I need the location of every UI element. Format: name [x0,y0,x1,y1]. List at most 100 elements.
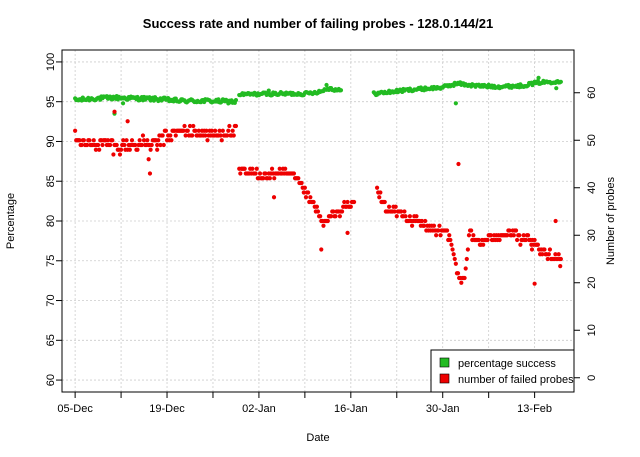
failed-probes-point [96,142,101,148]
failed-probes-point [374,185,380,190]
failed-probes-point [521,233,526,238]
failed-probes-point [133,142,138,148]
failed-probes-point [469,228,474,233]
failed-probes-point [219,138,224,143]
success-rate-point [558,79,563,84]
failed-probes-point [497,237,502,243]
failed-probes-point [348,204,353,209]
failed-probes-point [471,233,476,238]
failed-probes-point [325,218,330,224]
legend-label-percentage-success: percentage success [458,358,556,370]
failed-probes-point [135,147,140,152]
failed-probes-point [392,209,397,214]
failed-probes-point [254,166,259,171]
failed-probes-point [453,261,458,266]
failed-probes-point [114,142,119,148]
failed-probes-point [277,166,282,171]
failed-probes-point [149,142,154,148]
failed-probes-point [434,233,439,238]
failed-probes-point [155,142,160,148]
failed-probes-point [337,214,342,219]
failed-probes-point [553,218,558,224]
failed-probes-point [173,133,178,138]
legend: percentage success number of failed prob… [430,349,575,393]
failed-probes-point [546,252,551,257]
success-rate-point [324,82,329,88]
failed-probes-point [161,142,166,148]
x-tick-label: 02-Jan [242,403,276,415]
y-left-tick-label: 100 [45,53,57,71]
failed-probes-point [459,280,464,285]
failed-probes-point [558,264,563,269]
failed-probes-point [333,214,338,219]
failed-probes-point [465,247,470,252]
failed-probes-point [137,138,142,143]
y-axis-left-label: Percentage [5,193,17,249]
y-right-tick-label: 10 [586,324,598,336]
failed-probes-point [185,128,190,133]
failed-probes-point [456,161,461,167]
failed-probes-point [121,138,126,143]
axes-layer: 05-Dec 19-Dec 02-Jan 16-Jan 30-Jan 13-Feb 60 65… [45,53,598,415]
failed-probes-point [387,204,392,209]
failed-probes-point [77,138,82,143]
failed-probes-point [253,171,258,176]
failed-probes-point [111,152,116,157]
failed-probes-point [301,190,306,195]
failed-probes-point [124,138,129,143]
failed-probes-point [225,133,230,138]
failed-probes-point [93,147,99,152]
failed-probes-point [204,128,209,133]
failed-probes-point [525,233,531,238]
failed-probes-point [455,271,461,276]
failed-probes-point [163,128,169,133]
failed-probes-point [532,237,537,243]
failed-probes-point [81,138,86,143]
failed-probes-point [339,209,345,214]
failed-probes-point [437,223,442,228]
failed-probes-point [329,214,334,219]
x-tick-label: 30-Jan [426,403,460,415]
y-left-tick-label: 85 [45,175,57,187]
failed-probes-point [191,123,196,129]
failed-probes-point [315,209,321,214]
failed-probes-point [250,166,255,171]
failed-probes-point [218,133,223,138]
x-tick-label: 16-Jan [334,403,368,415]
failed-probes-point [409,223,415,228]
legend-swatch-percentage-success [439,357,450,368]
failed-probes-point [73,128,78,133]
failed-probes-point [444,228,450,233]
failed-probes-point [168,133,173,138]
y-left-tick-label: 60 [45,374,57,386]
failed-probes-point [542,247,547,252]
failed-probes-point [271,195,277,200]
failed-probes-point [422,223,427,228]
failed-probes-point [209,128,214,133]
failed-probes-point [291,171,297,176]
failed-probes-point [345,199,350,205]
failed-probes-point [125,119,130,124]
y-right-tick-label: 60 [586,87,598,99]
failed-probes-point [556,252,561,257]
failed-probes-point [205,138,210,143]
success-rate-point [233,97,239,103]
y-right-tick-label: 50 [586,134,598,146]
success-rate-point [536,75,541,80]
y-axis-right-label: Number of probes [605,176,617,265]
failed-probes-point [110,138,115,143]
failed-probes-point [402,209,407,214]
failed-probes-point [272,176,277,181]
y-left-tick-label: 80 [45,215,57,227]
failed-probes-point [452,256,457,262]
failed-probes-point [257,171,263,176]
success-rate-point [266,88,271,93]
failed-probes-point [117,152,123,157]
failed-probes-point [129,138,135,143]
failed-probes-point [100,142,105,148]
failed-probes-point [476,237,481,243]
failed-probes-point [505,233,510,238]
failed-probes-point [449,242,454,247]
failed-probes-point [423,218,428,224]
failed-probes-point [242,166,247,171]
